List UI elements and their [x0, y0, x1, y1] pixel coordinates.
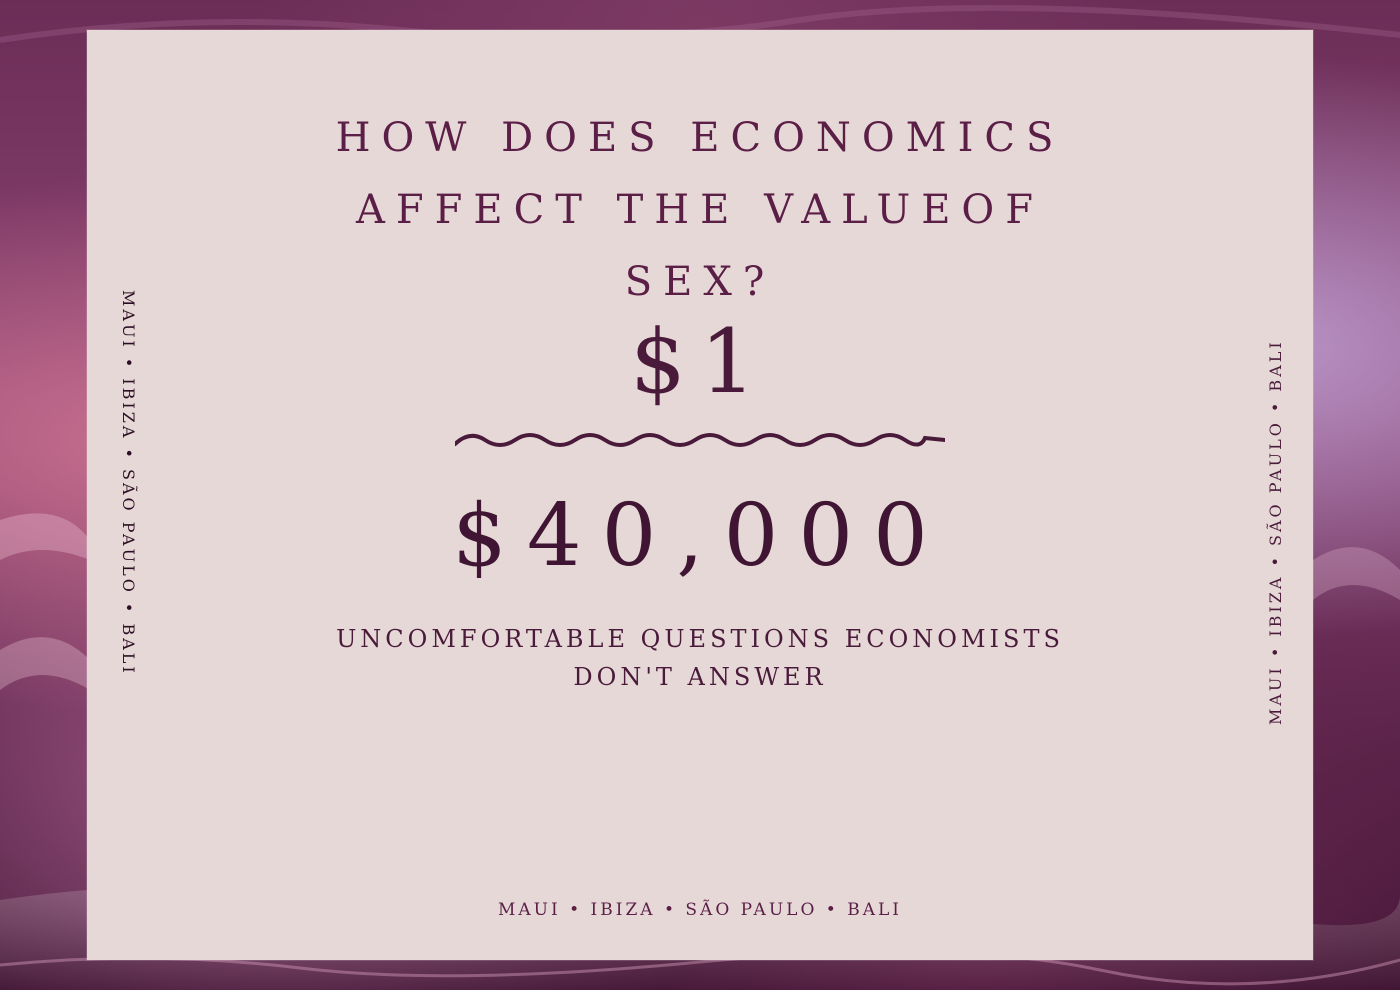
poster-card: HOW DOES ECONOMICS AFFECT THE VALUEOF SE…: [87, 30, 1313, 960]
headline-line-3: SEX?: [624, 259, 776, 305]
price-high: $40,000: [452, 486, 948, 586]
footer-cities: MAUI • IBIZA • SÃO PAULO • BALI: [498, 900, 902, 920]
price-low: $1: [630, 310, 770, 413]
headline-line-2: AFFECT THE VALUEOF: [356, 187, 1044, 233]
side-cities-right: MAUI • IBIZA • SÃO PAULO • BALI: [1266, 339, 1285, 725]
subtitle-line-2: DON'T ANSWER: [573, 663, 827, 691]
headline: HOW DOES ECONOMICS AFFECT THE VALUEOF SE…: [87, 102, 1313, 318]
side-cities-left: MAUI • IBIZA • SÃO PAULO • BALI: [119, 290, 138, 676]
headline-line-1: HOW DOES ECONOMICS: [335, 115, 1065, 161]
wavy-line-icon: [455, 433, 945, 447]
subtitle-line-1: UNCOMFORTABLE QUESTIONS ECONOMISTS: [336, 625, 1064, 653]
subtitle: UNCOMFORTABLE QUESTIONS ECONOMISTS DON'T…: [87, 620, 1313, 696]
